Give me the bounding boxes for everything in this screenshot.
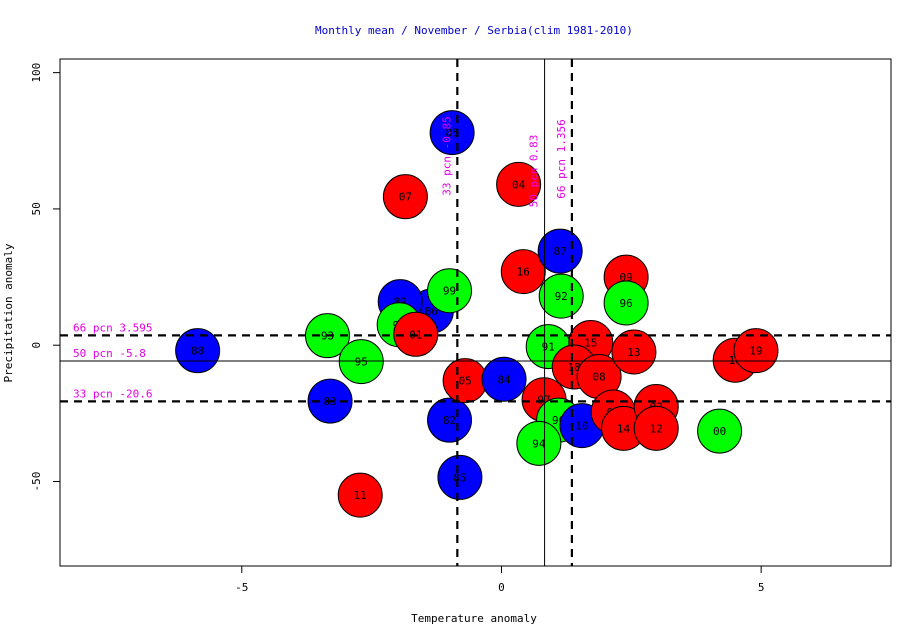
bubble-blue [175,328,221,374]
bubble-blue [481,356,527,402]
bubble-label: 82 [443,414,456,427]
x-tick-label: 0 [498,581,505,594]
precipitation-percentile-label: 50 pcn -5.8 [73,347,146,360]
bubble-green [603,280,649,326]
x-tick-label: 5 [758,581,765,594]
bubble-label: 94 [532,437,546,450]
y-tick-label: -50 [30,472,43,492]
x-axis: -5 0 5 [235,566,764,594]
bubble-label: 05 [458,375,471,388]
bubble-label: 13 [627,346,640,359]
bubble-red [500,249,546,295]
y-tick-label: 0 [30,342,43,349]
bubble-green [697,408,743,454]
bubble-red [633,405,679,451]
x-axis-title: Temperature anomaly [411,612,537,625]
bubble-blue [429,110,475,156]
bubble-label: 00 [713,425,726,438]
bubble-label: 04 [512,178,526,191]
y-axis-title: Precipitation anomaly [2,243,15,382]
y-tick-label: 100 [30,63,43,83]
temperature-percentile-label: 50 pcn 0.83 [528,135,541,208]
bubble-label: 15 [584,336,597,349]
bubble-green [516,420,562,466]
bubble-label: 87 [554,245,567,258]
bubble-green [427,268,473,314]
bubble-blue [437,454,483,500]
bubble-label: 85 [446,127,459,140]
bubble-label: 12 [650,422,663,435]
bubble-label: 19 [749,345,762,358]
bubble-red [733,328,779,374]
bubble-label: 08 [592,371,605,384]
bubble-green [338,339,384,385]
bubble-label: 95 [355,356,368,369]
bubble-label: 14 [617,422,631,435]
bubble-label: 91 [542,341,555,354]
bubble-red [496,161,542,207]
precipitation-percentile-label: 33 pcn -20.6 [73,387,152,400]
bubble-label: 88 [191,345,204,358]
bubble-blue [427,397,473,443]
temperature-percentile-label: 66 pcn 1.356 [555,119,568,198]
y-tick-label: 50 [30,202,43,215]
bubble-layer: 8893958311078689980199858205858404168792… [175,110,779,518]
bubble-label: 07 [399,191,412,204]
bubble-label: 92 [555,290,568,303]
bubble-label: 10 [575,420,588,433]
temperature-percentile-label: 33 pcn -0.85 [440,116,453,195]
bubble-label: 85 [453,471,466,484]
bubble-red [382,174,428,220]
bubble-red [337,472,383,518]
bubble-label: 11 [354,489,367,502]
plot-frame [59,58,892,567]
x-tick-label: -5 [235,581,248,594]
percentile-lines: 33 pcn -0.85 50 pcn 0.83 66 pcn 1.356 66 pc… [60,59,891,566]
bubble-label: 99 [443,285,456,298]
bubble-red [611,329,657,375]
bubble-label: 16 [517,266,530,279]
chart-title: Monthly mean / November / Serbia(clim 19… [315,24,633,37]
precipitation-percentile-label: 66 pcn 3.595 [73,321,152,334]
bubble-label: 86 [425,305,438,318]
bubble-label: 96 [619,297,632,310]
y-axis: -50 0 50 100 [30,63,60,492]
bubble-label: 84 [497,373,511,386]
bubble-red [393,311,439,357]
